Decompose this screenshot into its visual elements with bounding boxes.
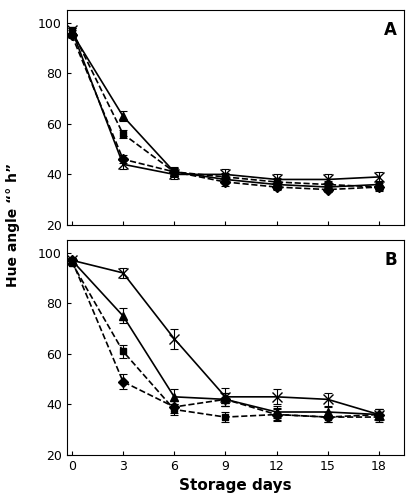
Text: B: B (384, 251, 397, 269)
Text: A: A (384, 20, 397, 38)
Text: Hue angle “° h”: Hue angle “° h” (5, 163, 20, 287)
X-axis label: Storage days: Storage days (179, 478, 292, 494)
